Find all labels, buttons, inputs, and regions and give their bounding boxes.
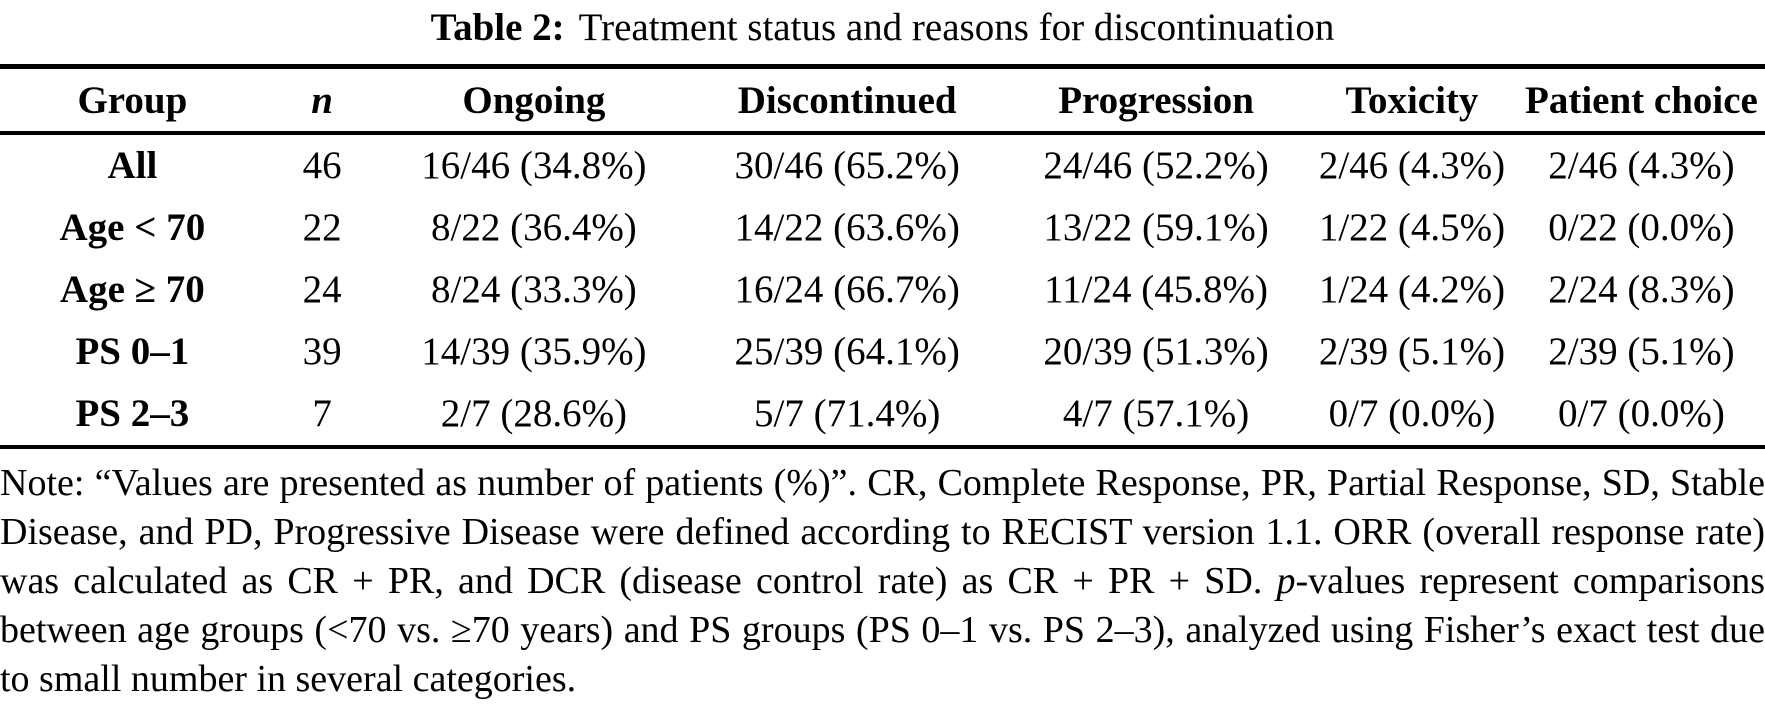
table-caption-text: Treatment status and reasons for discont… [578, 6, 1335, 49]
row-label: PS 0–1 [75, 330, 190, 373]
cell-n: 7 [312, 392, 332, 435]
column-header-toxicity: Toxicity [1345, 79, 1479, 122]
cell-patient-choice: 2/24 (8.3%) [1548, 268, 1735, 311]
cell-progression: 20/39 (51.3%) [1043, 330, 1269, 373]
table-row-ps-2-3: PS 2–3 7 2/7 (28.6%) 5/7 (71.4%) 4/7 (57… [0, 383, 1765, 447]
cell-ongoing: 16/46 (34.8%) [421, 144, 647, 187]
cell-n: 46 [302, 144, 342, 187]
column-header-discontinued: Discontinued [737, 79, 957, 122]
cell-ongoing: 8/22 (36.4%) [431, 206, 637, 249]
row-label: All [107, 144, 158, 187]
column-header-group: Group [77, 79, 188, 122]
cell-toxicity: 1/24 (4.2%) [1318, 268, 1506, 311]
cell-n: 22 [302, 206, 342, 249]
row-label: PS 2–3 [75, 392, 190, 435]
cell-discontinued: 25/39 (64.1%) [734, 330, 960, 373]
cell-ongoing: 14/39 (35.9%) [421, 330, 647, 373]
note-text-part2: -values represent comparisons between ag… [0, 560, 1765, 700]
column-header-n: n [311, 79, 333, 122]
cell-toxicity: 2/39 (5.1%) [1318, 330, 1506, 373]
cell-n: 39 [302, 330, 342, 373]
table-row-ps-0-1: PS 0–1 39 14/39 (35.9%) 25/39 (64.1%) 20… [0, 321, 1765, 383]
table-caption-label: Table 2: [430, 6, 565, 49]
cell-toxicity: 0/7 (0.0%) [1328, 392, 1496, 435]
cell-patient-choice: 0/7 (0.0%) [1558, 392, 1725, 435]
note-italic-p: p [1276, 560, 1296, 602]
cell-discontinued: 16/24 (66.7%) [734, 268, 960, 311]
cell-n: 24 [302, 268, 342, 311]
cell-ongoing: 8/24 (33.3%) [431, 268, 637, 311]
table-row-age-ge-70: Age ≥ 70 24 8/24 (33.3%) 16/24 (66.7%) 1… [0, 259, 1765, 321]
column-header-progression: Progression [1058, 79, 1254, 122]
column-header-patient-choice: Patient choice [1525, 79, 1758, 122]
table-note: Note: “Values are presented as number of… [0, 459, 1765, 704]
row-label: Age ≥ 70 [59, 268, 205, 311]
cell-patient-choice: 0/22 (0.0%) [1548, 206, 1735, 249]
table-row-all: All 46 16/46 (34.8%) 30/46 (65.2%) 24/46… [0, 133, 1765, 197]
cell-toxicity: 2/46 (4.3%) [1318, 144, 1506, 187]
note-text-part1: Note: “Values are presented as number of… [0, 462, 1765, 602]
cell-discontinued: 14/22 (63.6%) [734, 206, 960, 249]
cell-progression: 11/24 (45.8%) [1044, 268, 1268, 311]
cell-patient-choice: 2/46 (4.3%) [1548, 144, 1735, 187]
cell-progression: 4/7 (57.1%) [1062, 392, 1250, 435]
cell-discontinued: 5/7 (71.4%) [754, 392, 941, 435]
cell-discontinued: 30/46 (65.2%) [734, 144, 960, 187]
table-caption: Table 2: Treatment status and reasons for… [0, 4, 1765, 52]
cell-ongoing: 2/7 (28.6%) [440, 392, 628, 435]
cell-progression: 13/22 (59.1%) [1043, 206, 1269, 249]
cell-patient-choice: 2/39 (5.1%) [1548, 330, 1735, 373]
cell-progression: 24/46 (52.2%) [1043, 144, 1269, 187]
treatment-status-table: Group n Ongoing Discontinued Progression… [0, 64, 1765, 449]
cell-toxicity: 1/22 (4.5%) [1318, 206, 1506, 249]
column-header-ongoing: Ongoing [462, 79, 606, 122]
row-label: Age < 70 [59, 206, 206, 249]
table-row-age-lt-70: Age < 70 22 8/22 (36.4%) 14/22 (63.6%) 1… [0, 197, 1765, 259]
header-row: Group n Ongoing Discontinued Progression… [0, 67, 1765, 133]
